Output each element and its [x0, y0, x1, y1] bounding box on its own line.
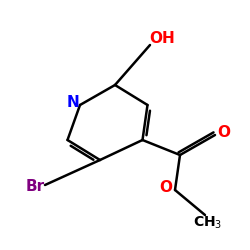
- Text: O: O: [217, 125, 230, 140]
- Text: Br: Br: [26, 179, 44, 194]
- Text: OH: OH: [150, 31, 176, 46]
- Text: N: N: [66, 95, 79, 110]
- Text: CH$_3$: CH$_3$: [193, 214, 222, 231]
- Text: O: O: [160, 180, 173, 196]
